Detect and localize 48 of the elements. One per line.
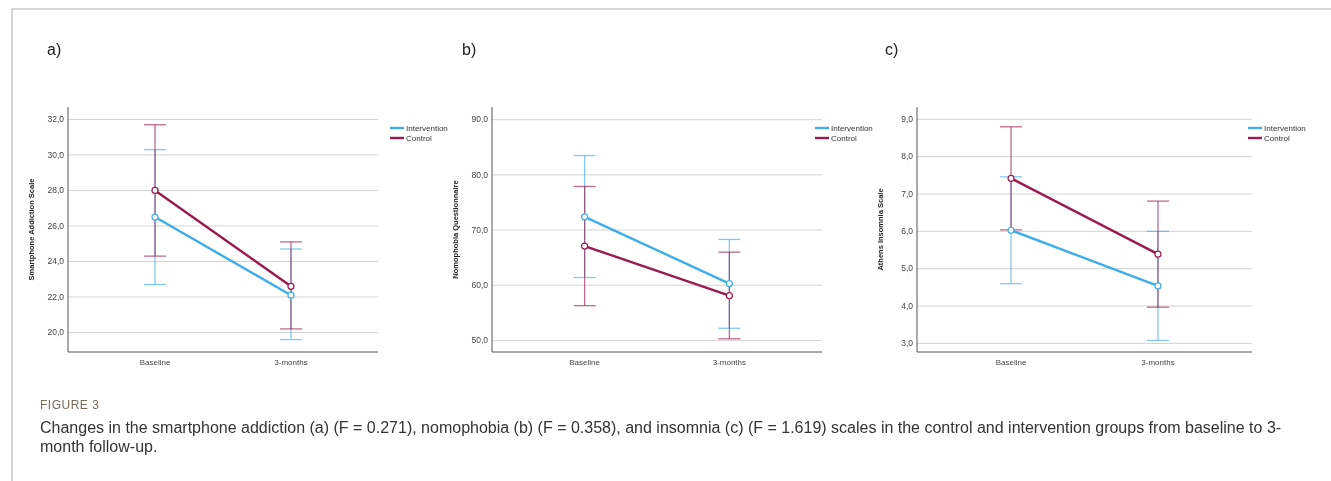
- y-tick-label: 7,0: [901, 188, 914, 199]
- x-tick-label: Baseline: [569, 358, 601, 367]
- y-tick-label: 32,0: [47, 114, 65, 125]
- y-tick-label: 28,0: [47, 185, 65, 196]
- point: [725, 279, 733, 288]
- x-tick-label: 3-months: [1141, 358, 1175, 367]
- y-tick-label: 26,0: [47, 220, 65, 231]
- x-tick-label: Baseline: [995, 358, 1027, 367]
- legend-label: Intervention: [831, 123, 873, 133]
- y-tick-label: 8,0: [901, 151, 914, 162]
- point: [581, 242, 589, 250]
- y-tick-label: 60,0: [471, 279, 489, 290]
- legend-label: Control: [831, 133, 858, 143]
- legend-label: Control: [1264, 133, 1291, 143]
- caption: FIGURE 3: [40, 398, 101, 412]
- point: [581, 213, 589, 221]
- y-tick-label: 90,0: [471, 114, 489, 125]
- point: [1154, 250, 1162, 258]
- chart-title: c): [885, 41, 899, 58]
- y-tick-label: 22,0: [47, 291, 65, 302]
- y-tick-label: 30,0: [47, 149, 65, 160]
- point: [151, 213, 159, 221]
- y-tick-label: 20,0: [47, 327, 65, 338]
- point: [1154, 282, 1162, 290]
- y-tick-label: 80,0: [471, 169, 489, 180]
- x-tick-label: 3-months: [712, 358, 747, 367]
- y-tick-label: 4,0: [901, 300, 914, 311]
- text: Changes in the smartphone addiction (a) (F = 0.271), nomophobia (b) (F = 0.358), and insomnia (c) (F = 1.619) scales in the control and intervention groups from baseline to 3-month follow-up.: [40, 418, 1283, 456]
- point: [1007, 174, 1015, 182]
- x-tick-label: Baseline: [139, 358, 171, 367]
- legend-label: Intervention: [1264, 123, 1306, 133]
- y-tick-label: 70,0: [471, 224, 489, 235]
- y-tick-label: 3,0: [901, 338, 914, 349]
- legend-label: Intervention: [406, 123, 448, 133]
- y-tick-label: 9,0: [901, 114, 914, 125]
- y-tick-label: 24,0: [47, 256, 65, 267]
- point: [287, 291, 295, 299]
- point: [287, 282, 295, 290]
- chart-title: a): [47, 41, 62, 58]
- y-tick-label: 6,0: [901, 226, 914, 237]
- chart-title: b): [462, 41, 477, 58]
- point: [1007, 226, 1015, 234]
- legend-label: Control: [406, 133, 433, 143]
- y-tick-label: 5,0: [901, 263, 914, 274]
- x-tick-label: 3-months: [274, 358, 308, 367]
- point: [151, 186, 159, 195]
- point: [725, 292, 733, 300]
- y-tick-label: 50,0: [471, 335, 489, 346]
